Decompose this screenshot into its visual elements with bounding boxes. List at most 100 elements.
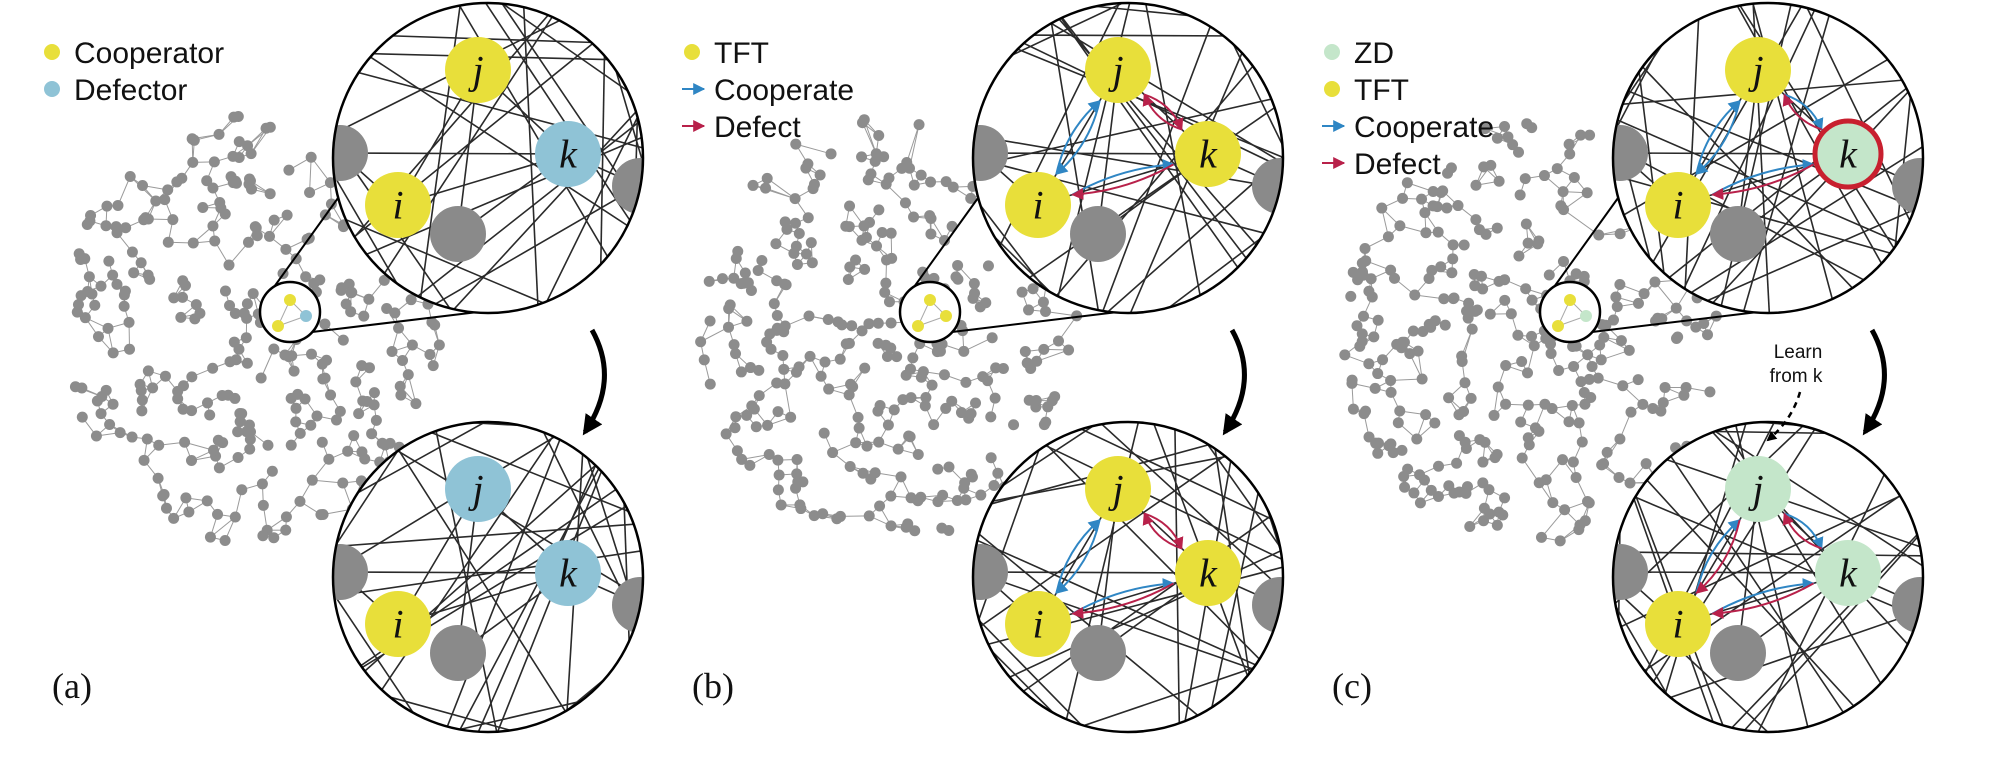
node-k bbox=[1812, 118, 1884, 190]
learn-arrow bbox=[1766, 391, 1802, 442]
inset-edge bbox=[1062, 422, 1283, 530]
inset-edge bbox=[1619, 571, 1849, 574]
network-node bbox=[319, 372, 331, 384]
network-node bbox=[1477, 456, 1489, 468]
network-node bbox=[120, 222, 132, 234]
network-node bbox=[1351, 320, 1363, 332]
inset-edge bbox=[1016, 98, 1283, 288]
network-node bbox=[1483, 484, 1495, 496]
network-node bbox=[358, 310, 370, 322]
network-node bbox=[208, 444, 220, 456]
network-node bbox=[424, 349, 436, 361]
network-edge bbox=[906, 124, 920, 163]
inset-edge bbox=[1010, 506, 1283, 701]
network-node bbox=[1553, 364, 1565, 376]
network-node bbox=[207, 220, 219, 232]
network-node bbox=[775, 499, 787, 511]
network-node bbox=[958, 345, 970, 357]
network-node bbox=[236, 484, 248, 496]
network-node bbox=[886, 252, 898, 264]
interaction-arrow bbox=[1695, 519, 1741, 594]
network-node bbox=[857, 117, 869, 129]
network-node bbox=[1385, 386, 1397, 398]
network-node bbox=[111, 227, 123, 239]
inset-edge bbox=[973, 132, 1283, 192]
network-node bbox=[1369, 382, 1381, 394]
network-node bbox=[75, 254, 87, 266]
inset-edge bbox=[1613, 84, 1923, 214]
network-node bbox=[1690, 321, 1702, 333]
network-node bbox=[266, 465, 278, 477]
zoom-lens bbox=[898, 280, 962, 344]
inset-edge bbox=[979, 152, 1209, 155]
network-node bbox=[1443, 392, 1455, 404]
network-node bbox=[1492, 381, 1504, 393]
network-node bbox=[197, 201, 209, 213]
network-node bbox=[1522, 237, 1534, 249]
network-node bbox=[247, 288, 259, 300]
inset-edge bbox=[1206, 472, 1264, 728]
network-node bbox=[695, 336, 707, 348]
network-node bbox=[1500, 398, 1512, 410]
network-node bbox=[72, 299, 84, 311]
network-node bbox=[255, 372, 267, 384]
node-label-j: j bbox=[1107, 48, 1123, 93]
network-node bbox=[985, 452, 997, 464]
network-node bbox=[1526, 294, 1538, 306]
network-node bbox=[1038, 343, 1050, 355]
network-node bbox=[304, 186, 316, 198]
network-node bbox=[1392, 417, 1404, 429]
network-node bbox=[142, 269, 154, 281]
inset-edge bbox=[1650, 453, 1923, 554]
inset-edge bbox=[1620, 490, 1923, 624]
inset-edge bbox=[1029, 437, 1283, 568]
network-node bbox=[1432, 490, 1444, 502]
network-node bbox=[919, 400, 931, 412]
network-node bbox=[345, 287, 357, 299]
inset-edge bbox=[973, 523, 1211, 727]
network-node bbox=[951, 495, 963, 507]
network-node bbox=[1347, 266, 1359, 278]
network-node bbox=[1420, 409, 1432, 421]
network-node bbox=[1538, 170, 1550, 182]
node-label-i: i bbox=[1672, 183, 1683, 228]
network-node bbox=[1030, 395, 1042, 407]
inset-gray-node bbox=[1542, 22, 1594, 74]
legend-dot-defector bbox=[44, 81, 60, 97]
network-node bbox=[772, 406, 784, 418]
network-node bbox=[350, 376, 362, 388]
node-k bbox=[535, 121, 601, 187]
network-node bbox=[903, 430, 915, 442]
network-node bbox=[842, 274, 854, 286]
network-node bbox=[288, 365, 300, 377]
network-node bbox=[802, 158, 814, 170]
network-node bbox=[834, 353, 846, 365]
network-node bbox=[1568, 171, 1580, 183]
zoom-node-i bbox=[272, 320, 284, 332]
network-node bbox=[114, 427, 126, 439]
network-node bbox=[882, 419, 894, 431]
network-node bbox=[262, 439, 274, 451]
network-node bbox=[1404, 348, 1416, 360]
interaction-arrow bbox=[1695, 100, 1741, 175]
network-node bbox=[1401, 177, 1413, 189]
network-node bbox=[1546, 403, 1558, 415]
network-node bbox=[1465, 392, 1477, 404]
network-node bbox=[779, 278, 791, 290]
network-node bbox=[729, 422, 741, 434]
network-node bbox=[965, 408, 977, 420]
network-node bbox=[997, 363, 1009, 375]
interaction-arrow bbox=[1782, 93, 1822, 131]
node-i bbox=[365, 172, 431, 238]
inset-edge bbox=[1048, 7, 1102, 313]
inset-edge bbox=[1699, 422, 1923, 577]
network-node bbox=[938, 234, 950, 246]
network-node bbox=[1365, 273, 1377, 285]
network-node bbox=[1360, 405, 1372, 417]
network-node bbox=[1432, 226, 1444, 238]
inset-edge bbox=[333, 422, 511, 508]
network-node bbox=[1574, 519, 1586, 531]
node-i bbox=[1005, 591, 1071, 657]
network-node bbox=[789, 217, 801, 229]
inset-edge bbox=[1613, 572, 1784, 732]
